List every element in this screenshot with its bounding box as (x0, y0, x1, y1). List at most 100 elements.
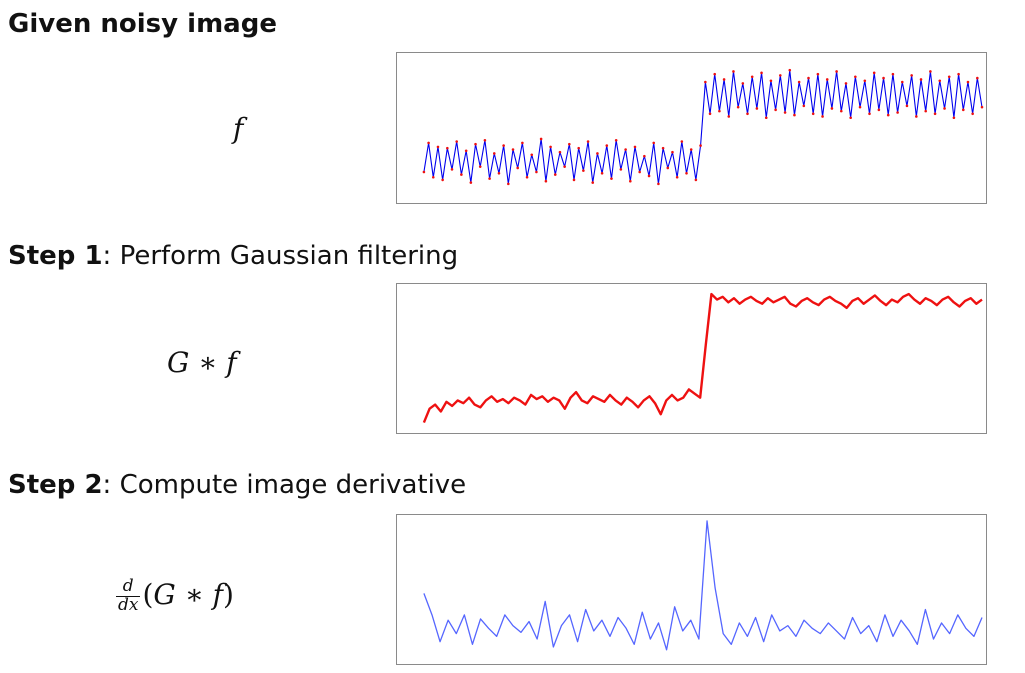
noisy-signal-point (882, 76, 885, 80)
noisy-signal-point (492, 152, 496, 155)
heading-given-noisy-image: Given noisy image (8, 9, 277, 39)
noisy-signal-point (600, 172, 604, 175)
noisy-signal-point (788, 68, 792, 72)
noisy-signal-svg (422, 68, 984, 186)
noisy-signal-point (582, 169, 585, 172)
step-1-description: : Perform Gaussian filtering (102, 241, 459, 271)
noisy-signal-point (563, 165, 566, 168)
noisy-signal-point (464, 149, 468, 153)
noisy-signal-point (816, 72, 820, 76)
noisy-signal-point (802, 104, 806, 108)
noisy-signal-point (441, 178, 444, 182)
noisy-signal-point (469, 181, 473, 184)
noisy-signal-point (854, 75, 857, 79)
label-g-conv-f: G ∗ f (167, 346, 237, 379)
noisy-signal-point (539, 137, 543, 141)
label-g: G (167, 346, 190, 379)
noisy-signal-point (741, 82, 745, 85)
noisy-signal-point (722, 78, 726, 81)
noisy-signal-point (764, 116, 768, 120)
noisy-signal-point (980, 105, 984, 109)
label-g-3: G (153, 578, 176, 611)
noisy-signal-point (839, 109, 843, 113)
noisy-signal-point (924, 109, 928, 113)
noisy-signal-point (807, 76, 810, 80)
noisy-signal-point (915, 115, 918, 118)
noisy-signal-point (750, 75, 754, 79)
noisy-signal-point (558, 150, 562, 154)
noisy-signal-point (511, 148, 515, 151)
noisy-signal-point (694, 178, 698, 182)
noisy-signal-point (699, 144, 702, 147)
noisy-signal-point (774, 108, 777, 112)
noisy-signal-point (521, 141, 524, 145)
noisy-signal-point (624, 148, 627, 151)
noisy-signal-point (938, 79, 942, 83)
noisy-signal-point (572, 178, 576, 182)
noisy-signal-point (976, 76, 979, 80)
noisy-signal-point (783, 111, 787, 114)
noisy-signal-point (872, 71, 876, 75)
noisy-signal-point (891, 72, 895, 76)
noisy-signal-point (900, 80, 904, 84)
noisy-signal-point (596, 152, 599, 155)
noisy-signal-point (614, 138, 618, 142)
noisy-signal-point (886, 113, 890, 117)
noisy-signal-point (549, 145, 552, 149)
derivative-signal-plot (396, 514, 987, 665)
noisy-signal-point (455, 140, 458, 143)
noisy-signal-point (961, 108, 965, 112)
noisy-signal-point (643, 154, 646, 158)
noisy-signal-point (708, 112, 712, 116)
noisy-signal-point (905, 104, 909, 108)
noisy-signal-point (657, 182, 660, 186)
noisy-signal-point (797, 80, 801, 84)
noisy-signal-point (629, 179, 632, 183)
noisy-signal-point (793, 113, 796, 117)
noisy-signal-point (933, 112, 937, 116)
noisy-signal-point (713, 72, 717, 76)
label-f-3: f (212, 578, 224, 611)
label-f: f (233, 112, 244, 145)
noisy-signal-point (652, 141, 656, 145)
noisy-signal-point (431, 175, 435, 179)
noisy-signal-point (591, 181, 595, 184)
noisy-signal-point (971, 112, 974, 116)
noisy-signal-point (718, 109, 721, 113)
noisy-signal-point (638, 170, 641, 174)
noisy-signal-point (755, 107, 759, 110)
noisy-signal-point (633, 145, 637, 149)
derivative-fraction: d dx (116, 577, 141, 615)
noisy-signal-point (910, 74, 913, 77)
noisy-signal-point (525, 175, 529, 179)
label-conv-operator: ∗ (198, 346, 218, 379)
noisy-signal-point (830, 107, 834, 110)
noisy-signal-point (966, 80, 970, 84)
noisy-signal-point (422, 170, 426, 174)
noisy-signal-point (478, 165, 482, 168)
noisy-signal-point (821, 115, 824, 118)
step-1-label: Step 1 (8, 241, 103, 271)
noisy-signal-point (811, 112, 815, 116)
noisy-signal-point (947, 75, 951, 79)
noisy-signal-point (661, 146, 665, 150)
noisy-signal-point (727, 115, 731, 118)
noisy-signal-point (760, 71, 763, 75)
derivative-denominator: dx (118, 595, 139, 615)
noisy-signal-point (474, 142, 477, 146)
noisy-signal-point (619, 168, 623, 171)
noisy-signal-point (497, 172, 501, 175)
noisy-signal-point (568, 142, 571, 146)
label-derivative: d dx (G ∗ f) (116, 577, 234, 615)
noisy-signal-point (544, 179, 548, 183)
noisy-signal-point (929, 70, 932, 73)
noisy-signal-point (483, 138, 487, 142)
noisy-signal-point (460, 173, 463, 176)
noisy-signal-point (647, 174, 651, 178)
noisy-signal-plot (396, 52, 987, 204)
step-2-description: : Compute image derivative (102, 470, 467, 500)
noisy-signal-point (825, 78, 829, 81)
noisy-signal-point (858, 105, 862, 109)
noisy-signal-point (450, 168, 454, 171)
noisy-signal-point (704, 80, 707, 84)
